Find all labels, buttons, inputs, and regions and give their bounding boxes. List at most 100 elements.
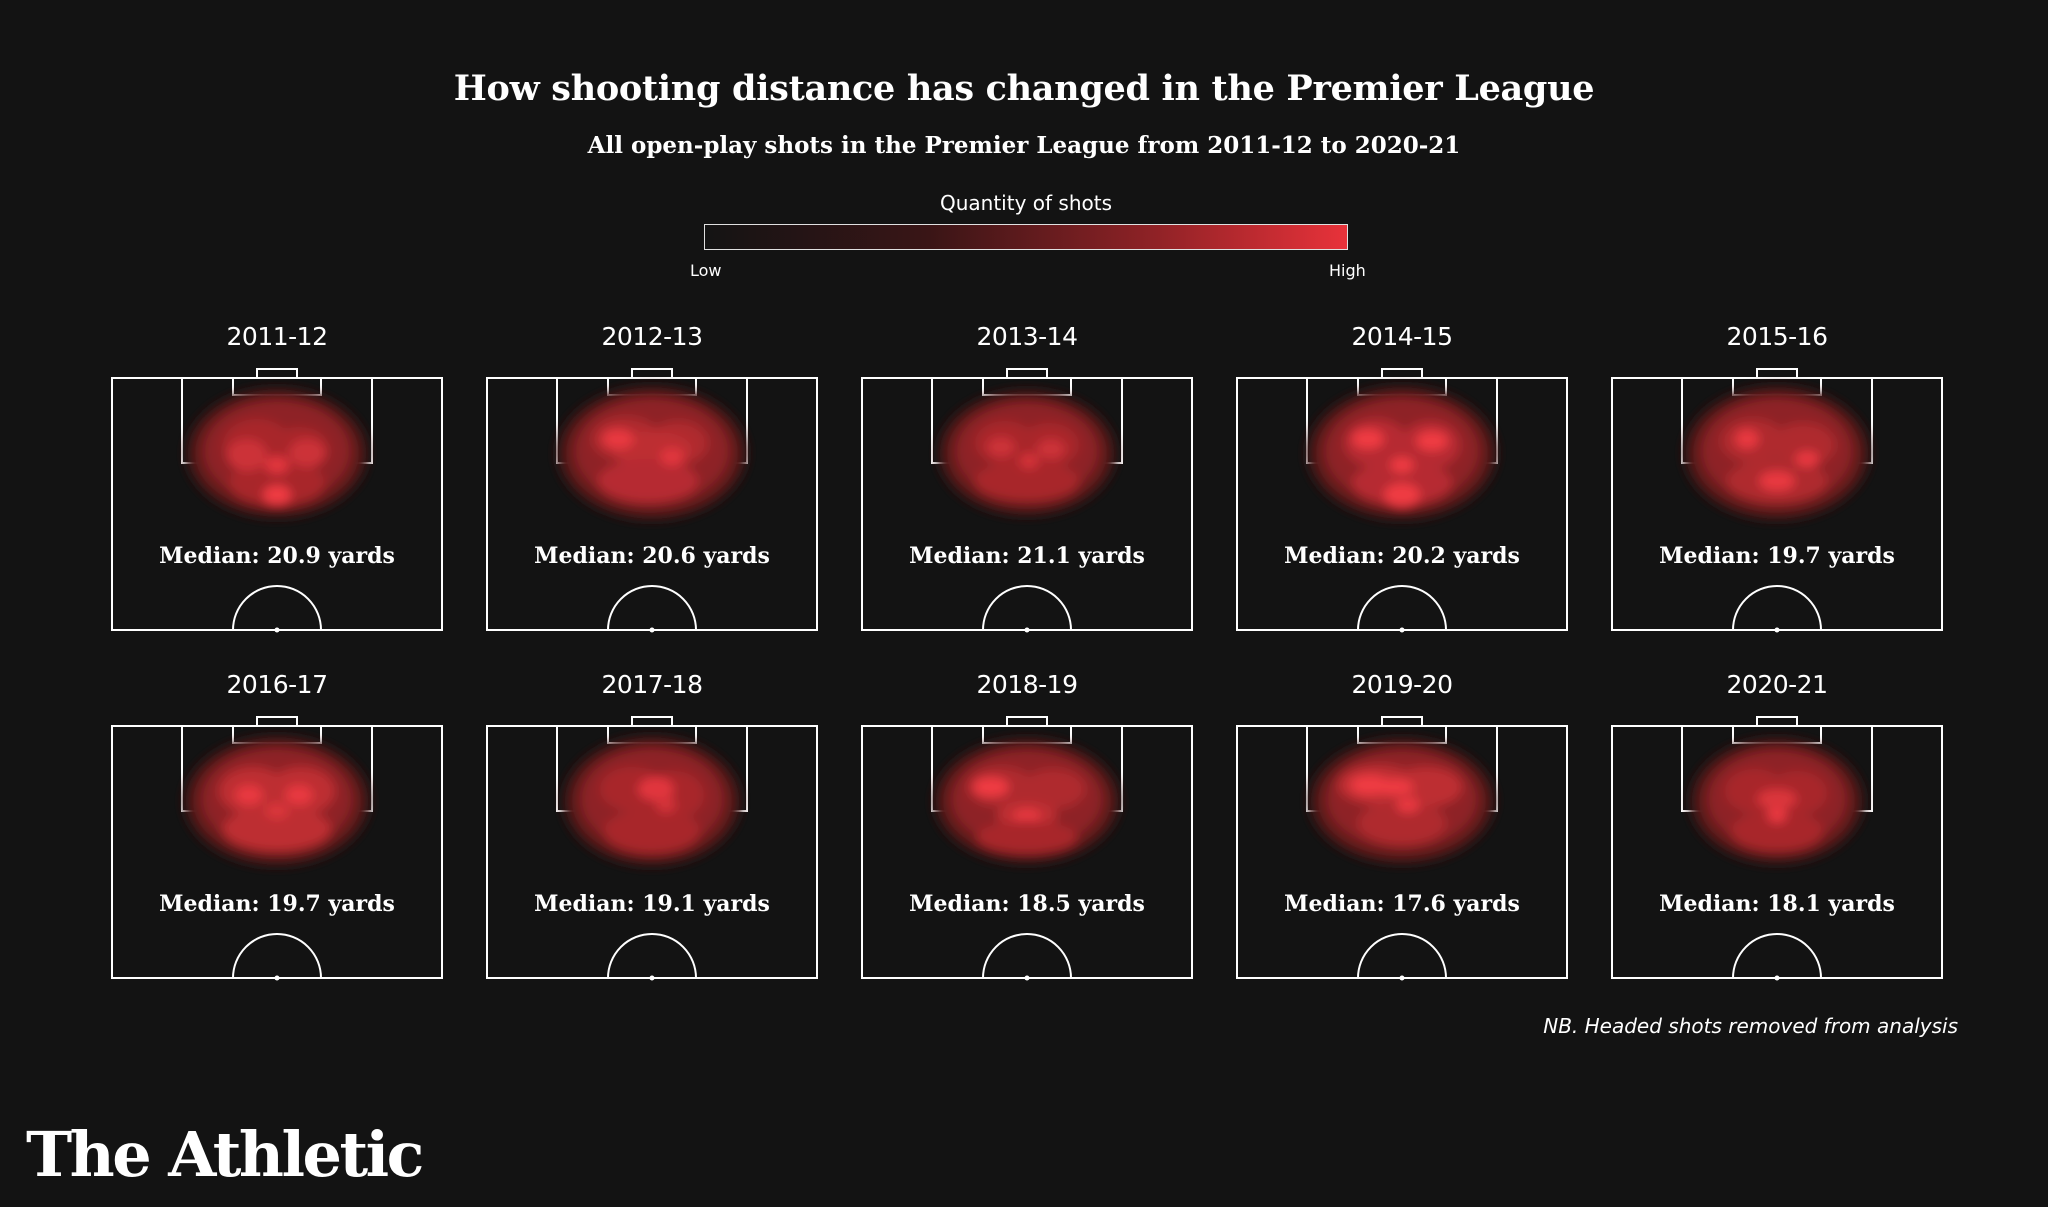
heat-hotspot	[973, 777, 1009, 797]
pitch-panel: 2020-21 Median: 18.1 yards	[1610, 670, 1944, 981]
centre-spot	[649, 627, 655, 633]
heat-hotspot	[1396, 797, 1420, 813]
heat-hotspot	[1735, 429, 1759, 449]
chart-title: How shooting distance has changed in the…	[453, 68, 1595, 109]
centre-spot	[649, 975, 655, 981]
pitch-svg: Median: 18.1 yards	[1611, 716, 1943, 981]
heat-hotspot	[1767, 807, 1787, 823]
heat-hotspot	[265, 803, 289, 819]
pitch-panel: 2014-15 Median: 20.2 yards	[1235, 322, 1569, 633]
goal-frame	[1006, 368, 1048, 378]
heat-hotspot	[235, 785, 263, 805]
heat-hotspot	[987, 437, 1015, 457]
heat-hotspot	[975, 461, 1079, 501]
centre-spot	[274, 975, 280, 981]
pitch-panel: 2015-16 Median: 19.7 yards	[1610, 322, 1944, 633]
pitch-panel: 2011-12 Median: 20.9 yards	[110, 322, 444, 633]
heat-hotspot	[1013, 809, 1041, 825]
pitch-svg: Median: 19.7 yards	[111, 716, 443, 981]
heat-hotspot	[1757, 789, 1797, 809]
brand-logo: The Athletic	[26, 1118, 424, 1191]
heat-hotspot	[229, 461, 325, 505]
heat-hotspot	[1352, 429, 1384, 449]
color-scale-bar	[704, 224, 1348, 250]
shot-heatmap	[1683, 385, 1871, 521]
pitch-panel: 2017-18 Median: 19.1 yards	[485, 670, 819, 981]
median-label: Median: 18.1 yards	[1659, 891, 1895, 917]
heat-hotspot	[598, 459, 698, 503]
heat-hotspot	[1390, 457, 1414, 473]
goal-frame	[1006, 716, 1048, 726]
median-label: Median: 19.7 yards	[1659, 543, 1895, 569]
season-label: 2017-18	[601, 670, 703, 699]
heat-hotspot	[977, 821, 1077, 853]
pitch-svg: Median: 20.6 yards	[486, 368, 818, 633]
centre-spot	[1024, 975, 1030, 981]
median-label: Median: 20.2 yards	[1284, 543, 1520, 569]
heat-hotspot	[263, 485, 291, 505]
shot-heatmap	[933, 737, 1121, 865]
goal-frame	[1381, 716, 1423, 726]
legend-title: Quantity of shots	[939, 191, 1112, 215]
heat-hotspot	[656, 797, 676, 813]
centre-circle	[1357, 933, 1447, 979]
heat-hotspot	[285, 785, 313, 805]
goal-frame	[1756, 716, 1798, 726]
centre-spot	[1024, 627, 1030, 633]
centre-spot	[1774, 975, 1780, 981]
goal-frame	[256, 716, 298, 726]
pitch-svg: Median: 17.6 yards	[1236, 716, 1568, 981]
season-label: 2013-14	[976, 322, 1078, 351]
centre-circle	[232, 933, 322, 979]
pitch-panel: 2012-13 Median: 20.6 yards	[485, 322, 819, 633]
goal-frame	[631, 368, 673, 378]
heat-hotspot	[289, 439, 325, 467]
season-label: 2016-17	[226, 670, 328, 699]
shot-heatmap	[1308, 737, 1496, 865]
median-label: Median: 20.9 yards	[159, 543, 395, 569]
pitch-panel: 2013-14 Median: 21.1 yards	[860, 322, 1194, 633]
heat-hotspot	[604, 809, 700, 853]
heat-hotspot	[1759, 471, 1795, 491]
median-label: Median: 21.1 yards	[909, 543, 1145, 569]
heat-hotspot	[602, 429, 634, 449]
heat-hotspot	[1731, 811, 1823, 851]
goal-frame	[1381, 368, 1423, 378]
season-label: 2012-13	[601, 322, 703, 351]
footnote: NB. Headed shots removed from analysis	[1543, 1014, 1958, 1038]
shot-heatmap	[185, 387, 369, 519]
shot-heatmap	[1306, 385, 1498, 521]
centre-spot	[1399, 627, 1405, 633]
pitch-panel: 2019-20 Median: 17.6 yards	[1235, 670, 1569, 981]
chart-subtitle: All open-play shots in the Premier Leagu…	[587, 132, 1461, 159]
median-label: Median: 19.7 yards	[159, 891, 395, 917]
centre-spot	[1774, 627, 1780, 633]
centre-circle	[232, 585, 322, 631]
shot-heatmap	[1689, 737, 1865, 865]
heat-hotspot	[1374, 779, 1414, 795]
season-label: 2020-21	[1726, 670, 1828, 699]
heat-hotspot	[660, 448, 684, 466]
season-label: 2014-15	[1351, 322, 1453, 351]
heat-hotspot	[1358, 801, 1446, 845]
pitch-svg: Median: 19.7 yards	[1611, 368, 1943, 633]
centre-spot	[274, 627, 280, 633]
shot-heatmap	[183, 735, 371, 867]
season-label: 2018-19	[976, 670, 1078, 699]
centre-circle	[1732, 585, 1822, 631]
pitch-svg: Median: 19.1 yards	[486, 716, 818, 981]
pitch-panel: 2018-19 Median: 18.5 yards	[860, 670, 1194, 981]
centre-circle	[982, 585, 1072, 631]
shot-heatmap	[556, 385, 748, 521]
goal-frame	[631, 716, 673, 726]
pitch-svg: Median: 20.2 yards	[1236, 368, 1568, 633]
heat-hotspot	[1021, 769, 1085, 809]
centre-circle	[607, 933, 697, 979]
heat-hotspot	[1416, 431, 1448, 451]
heat-hotspot	[1037, 439, 1065, 459]
pitch-svg: Median: 18.5 yards	[861, 716, 1193, 981]
pitch-svg: Median: 21.1 yards	[861, 368, 1193, 633]
centre-spot	[1399, 975, 1405, 981]
heat-hotspot	[265, 456, 289, 474]
median-label: Median: 17.6 yards	[1284, 891, 1520, 917]
